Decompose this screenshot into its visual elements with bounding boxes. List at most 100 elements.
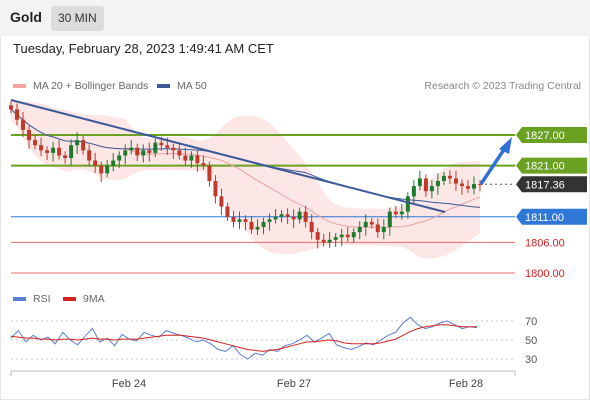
level-tag-1811.00 <box>516 208 587 225</box>
candle-body <box>87 150 92 161</box>
level-label-1806.00: 1806.00 <box>525 237 565 249</box>
candle-body <box>429 186 434 192</box>
level-tag-1817.36 <box>516 176 587 193</box>
candle-body <box>159 142 164 146</box>
candle-body <box>291 216 296 220</box>
candle-body <box>75 140 80 146</box>
candle-body <box>249 221 254 230</box>
candle-body <box>57 147 62 156</box>
legend-ma50: MA 50 <box>157 80 207 92</box>
candle-body <box>375 224 380 233</box>
bollinger-swatch <box>13 84 26 88</box>
candle-body <box>51 147 56 153</box>
candle-body <box>225 206 230 217</box>
level-tag-1821.00 <box>516 157 587 174</box>
candle-body <box>129 147 134 151</box>
candle-body <box>459 183 464 187</box>
candle-body <box>351 232 356 238</box>
candle-body <box>243 219 248 222</box>
candle-body <box>117 155 122 161</box>
candle-body <box>285 214 290 217</box>
candle-body <box>309 221 314 233</box>
candle-body <box>81 140 86 151</box>
candle-body <box>423 178 428 192</box>
candle-body <box>63 155 68 158</box>
candle-body <box>231 216 236 222</box>
candle-body <box>195 155 200 164</box>
ma50-swatch <box>157 84 170 88</box>
level-label-1817.36: 1817.36 <box>525 179 565 191</box>
candle-body <box>315 232 320 240</box>
candle-body <box>105 165 110 174</box>
candle-body <box>183 155 188 161</box>
level-label-1827.00: 1827.00 <box>525 130 565 142</box>
candle-body <box>339 234 344 238</box>
candle-body <box>417 178 422 187</box>
candle-body <box>345 234 350 238</box>
candle-body <box>9 105 13 110</box>
candle-body <box>399 211 404 215</box>
candle-body <box>201 163 206 166</box>
rsi-label: RSI <box>33 293 51 305</box>
level-tag-1827.00 <box>516 127 587 143</box>
header-bar: Gold 30 MIN <box>0 0 590 36</box>
candle-body <box>69 145 74 158</box>
candle-body <box>21 119 26 130</box>
candle-body <box>213 181 218 197</box>
timestamp: Tuesday, February 28, 2023 1:49:41 AM CE… <box>13 41 274 56</box>
bollinger-label: MA 20 + Bollinger Bands <box>33 80 149 92</box>
bollinger-band <box>11 97 480 259</box>
candle-body <box>381 227 386 233</box>
candle-body <box>327 239 332 243</box>
x-tick-label: Feb 27 <box>277 378 311 390</box>
symbol-title: Gold <box>10 9 42 25</box>
timeframe-button[interactable]: 30 MIN <box>51 6 104 31</box>
candle-body <box>147 150 152 153</box>
x-tick-label: Feb 28 <box>449 378 483 390</box>
candle-body <box>279 214 284 217</box>
candle-body <box>267 219 272 222</box>
candle-body <box>478 184 482 186</box>
candle-body <box>363 221 368 227</box>
rsi-tick-label: 70 <box>525 316 537 328</box>
trend-line <box>10 99 446 213</box>
x-tick-label: Feb 24 <box>112 378 146 390</box>
candle-body <box>135 147 140 156</box>
candle-body <box>405 196 410 212</box>
rsi-line <box>10 316 478 360</box>
candle-body <box>261 221 266 227</box>
candle-body <box>141 150 146 156</box>
candle-body <box>447 175 452 179</box>
rsi-tick-label: 50 <box>525 335 537 347</box>
legend-rsi: RSI <box>13 293 51 305</box>
candle-body <box>441 175 446 181</box>
candle-body <box>177 150 182 156</box>
candle-body <box>471 184 476 189</box>
rsi-tick-label: 30 <box>525 354 537 366</box>
level-label-1821.00: 1821.00 <box>525 161 565 173</box>
candle-body <box>171 147 176 151</box>
candle-body <box>273 216 278 220</box>
candle-body <box>123 150 128 156</box>
candle-body <box>453 178 458 184</box>
candle-body <box>207 165 212 181</box>
projection-arrow-line <box>479 147 507 185</box>
candle-body <box>297 211 302 220</box>
rsi-9ma-line <box>10 324 477 352</box>
candle-body <box>93 160 98 166</box>
candle-body <box>27 129 32 141</box>
candle-body <box>303 211 308 222</box>
legend-9ma: 9MA <box>63 293 105 305</box>
candle-body <box>321 239 326 243</box>
9ma-label: 9MA <box>83 293 105 305</box>
candle-body <box>393 211 398 215</box>
candle-body <box>99 165 104 174</box>
ma50-label: MA 50 <box>177 80 207 92</box>
rsi-swatch <box>13 297 26 301</box>
level-label-1800.00: 1800.00 <box>525 268 565 280</box>
candle-body <box>15 109 20 120</box>
candle-body <box>435 181 440 187</box>
legend-bollinger: MA 20 + Bollinger Bands <box>13 80 148 92</box>
candle-body <box>219 196 224 207</box>
